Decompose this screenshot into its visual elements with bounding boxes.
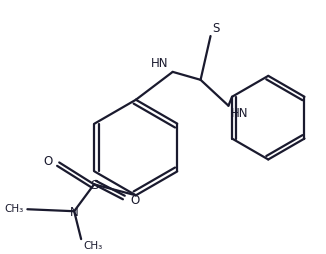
Text: CH₃: CH₃ bbox=[4, 204, 23, 214]
Text: N: N bbox=[70, 206, 79, 219]
Text: S: S bbox=[213, 22, 220, 35]
Text: HN: HN bbox=[151, 57, 169, 70]
Text: CH₃: CH₃ bbox=[83, 241, 102, 251]
Text: S: S bbox=[90, 179, 98, 192]
Text: O: O bbox=[130, 194, 139, 207]
Text: HN: HN bbox=[230, 107, 248, 120]
Text: O: O bbox=[43, 155, 52, 168]
